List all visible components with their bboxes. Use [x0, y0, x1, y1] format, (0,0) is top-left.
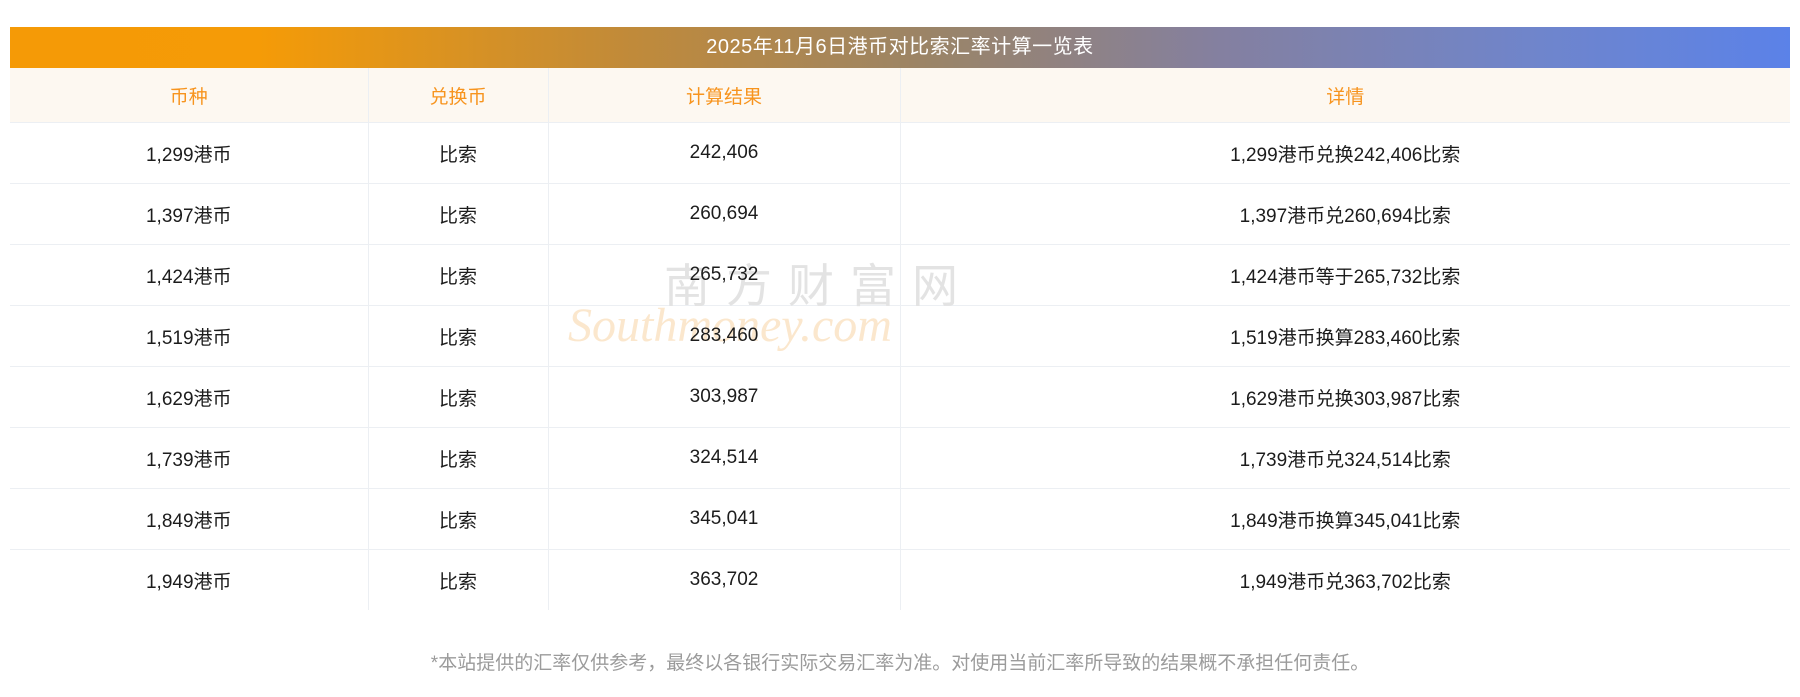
table-row: 1,299港币 比索 242,406 1,299港币兑换242,406比索: [10, 122, 1790, 184]
cell-detail: 1,299港币兑换242,406比索: [900, 122, 1790, 184]
cell-result: 242,406: [548, 122, 901, 184]
cell-currency: 1,849港币: [10, 488, 369, 550]
table-row: 1,949港币 比索 363,702 1,949港币兑363,702比索: [10, 549, 1790, 610]
cell-detail: 1,397港币兑260,694比索: [900, 183, 1790, 245]
table-row: 1,424港币 比索 265,732 1,424港币等于265,732比索: [10, 244, 1790, 306]
table-row: 1,397港币 比索 260,694 1,397港币兑260,694比索: [10, 183, 1790, 245]
cell-currency: 1,519港币: [10, 305, 369, 367]
cell-result: 345,041: [548, 488, 901, 550]
cell-result: 303,987: [548, 366, 901, 428]
cell-target: 比索: [368, 366, 549, 428]
cell-detail: 1,949港币兑363,702比索: [1239, 571, 1451, 593]
table-row: 1,849港币 比索 345,041 1,849港币换算345,041比索: [10, 488, 1790, 550]
column-header-result: 计算结果: [548, 68, 901, 123]
cell-detail: 1,849港币换算345,041比索: [900, 488, 1790, 550]
cell-currency: 1,629港币: [10, 366, 369, 428]
cell-target: 比索: [368, 488, 549, 550]
cell-result: 283,460: [548, 305, 901, 367]
cell-currency: 1,739港币: [10, 427, 369, 489]
cell-target: 比索: [368, 122, 549, 184]
exchange-rate-table: 币种 兑换币 计算结果 详情 1,299港币 比索 242,406 1,299港…: [10, 68, 1790, 610]
cell-result: 324,514: [548, 427, 901, 489]
cell-target: 比索: [368, 244, 549, 306]
cell-result: 265,732: [548, 244, 901, 306]
cell-detail: 1,519港币换算283,460比索: [900, 305, 1790, 367]
table-row: 1,519港币 比索 283,460 1,519港币换算283,460比索: [10, 305, 1790, 367]
cell-currency: 1,397港币: [10, 183, 369, 245]
cell-target: 比索: [368, 549, 549, 610]
cell-detail: 1,424港币等于265,732比索: [900, 244, 1790, 306]
cell-currency: 1,949港币: [10, 549, 369, 610]
cell-target: 比索: [368, 427, 549, 489]
cell-currency: 1,424港币: [10, 244, 369, 306]
cell-detail: 1,739港币兑324,514比索: [900, 427, 1790, 489]
table-row: 1,629港币 比索 303,987 1,629港币兑换303,987比索: [10, 366, 1790, 428]
rate-table-container: 2025年11月6日港币对比索汇率计算一览表 币种 兑换币 计算结果 详情 1,…: [10, 27, 1790, 610]
cell-target: 比索: [368, 183, 549, 245]
cell-result: 363,702: [548, 549, 901, 610]
column-header-target: 兑换币: [368, 68, 549, 123]
disclaimer-note: *本站提供的汇率仅供参考，最终以各银行实际交易汇率为准。对使用当前汇率所导致的结…: [430, 653, 1370, 674]
table-body: 1,299港币 比索 242,406 1,299港币兑换242,406比索 1,…: [10, 122, 1790, 610]
column-header-detail: 详情: [900, 68, 1790, 123]
cell-result: 260,694: [548, 183, 901, 245]
table-header: 币种 兑换币 计算结果 详情: [10, 68, 1790, 123]
table-row: 1,739港币 比索 324,514 1,739港币兑324,514比索: [10, 427, 1790, 489]
table-title: 2025年11月6日港币对比索汇率计算一览表: [10, 27, 1790, 68]
cell-currency: 1,299港币: [10, 122, 369, 184]
header-row: 币种 兑换币 计算结果 详情: [10, 68, 1790, 123]
cell-target: 比索: [368, 305, 549, 367]
column-header-currency: 币种: [10, 68, 369, 123]
cell-detail: 1,629港币兑换303,987比索: [900, 366, 1790, 428]
